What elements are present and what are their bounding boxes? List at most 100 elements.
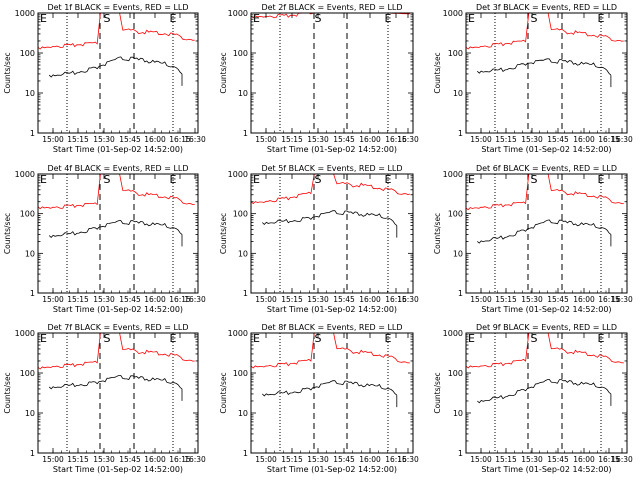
x-tick-label: 16:15: [385, 135, 407, 144]
y-tick-label: 1000: [228, 170, 248, 179]
x-axis-label: Start Time (01-Sep-02 14:52:00): [53, 145, 183, 154]
x-tick-label: 16:15: [169, 135, 191, 144]
x-tick-label: 15:15: [67, 295, 89, 304]
end-marker-label: E: [170, 12, 177, 25]
events-series-line: [477, 378, 612, 404]
panel-title: Det 4f BLACK = Events, RED = LLD: [47, 164, 188, 173]
y-tick-label: 1000: [15, 9, 35, 18]
y-axis-label: Counts/sec: [433, 213, 442, 254]
x-tick-label: 15:15: [495, 455, 517, 464]
y-tick-label: 100: [448, 49, 463, 58]
end-marker-label: E: [598, 12, 605, 25]
y-tick-label: 1: [30, 449, 35, 458]
y-axis-label: Counts/sec: [3, 372, 12, 413]
x-tick-label: 16:30: [397, 135, 419, 144]
y-tick-label: 10: [25, 89, 35, 98]
y-tick-label: 1000: [15, 170, 35, 179]
end-marker-label: E: [598, 173, 605, 186]
x-tick-label: 16:15: [598, 135, 620, 144]
panel-det-6: Det 6f BLACK = Events, RED = LLD 1 10 100 10…: [433, 164, 633, 314]
x-tick-label: 15:45: [547, 135, 569, 144]
saa-marker-label: S: [315, 332, 322, 345]
y-tick-label: 10: [238, 409, 248, 418]
y-tick-label: 1: [458, 129, 463, 138]
x-tick-label: 15:00: [42, 135, 64, 144]
panel-det-5: Det 5f BLACK = Events, RED = LLD 1 10 100 10…: [219, 164, 419, 314]
panel-det-1: Det 1f BLACK = Events, RED = LLD 1 10 100 10…: [3, 3, 206, 154]
y-tick-label: 1000: [443, 170, 463, 179]
x-tick-label: 15:30: [93, 295, 115, 304]
y-tick-label: 100: [233, 369, 248, 378]
y-tick-label: 10: [238, 249, 248, 258]
events-series-line: [477, 58, 612, 76]
start-marker-label: E: [40, 12, 47, 25]
end-marker-label: E: [170, 332, 177, 345]
start-marker-label: E: [253, 332, 260, 345]
x-tick-label: 16:15: [169, 455, 191, 464]
panel-det-8: Det 8f BLACK = Events, RED = LLD 1 10 100 10…: [219, 323, 419, 474]
x-axis-label: Start Time (01-Sep-02 14:52:00): [481, 465, 611, 474]
end-marker-label: E: [385, 12, 392, 25]
y-axis-label: Counts/sec: [433, 52, 442, 93]
x-tick-label: 15:00: [470, 455, 492, 464]
x-tick-label: 15:00: [42, 295, 64, 304]
x-tick-label: 15:45: [547, 295, 569, 304]
saa-marker-label: S: [104, 332, 111, 345]
start-marker-label: E: [468, 173, 475, 186]
y-tick-label: 1000: [443, 329, 463, 338]
x-tick-label: 15:00: [470, 295, 492, 304]
panel-det-2: Det 2f BLACK = Events, RED = LLD 1 10 100 10…: [219, 3, 419, 154]
plot-frame: [250, 173, 414, 294]
x-axis-label: Start Time (01-Sep-02 14:52:00): [267, 145, 397, 154]
saa-marker-label: S: [315, 173, 322, 186]
x-tick-label: 15:30: [307, 135, 329, 144]
y-tick-label: 10: [453, 89, 463, 98]
panel-title: Det 2f BLACK = Events, RED = LLD: [261, 3, 402, 12]
start-marker-label: E: [40, 332, 47, 345]
y-tick-label: 100: [20, 210, 35, 219]
events-series-line: [48, 375, 183, 390]
x-tick-label: 16:00: [573, 295, 595, 304]
plot-frame: [37, 12, 199, 134]
plot-frame: [37, 173, 199, 294]
y-axis-label: Counts/sec: [219, 52, 228, 93]
x-tick-label: 15:00: [255, 455, 277, 464]
x-tick-label: 15:30: [93, 135, 115, 144]
panel-title: Det 3f BLACK = Events, RED = LLD: [476, 3, 617, 12]
panel-title: Det 1f BLACK = Events, RED = LLD: [47, 3, 188, 12]
x-tick-label: 16:00: [573, 455, 595, 464]
x-tick-label: 15:15: [495, 135, 517, 144]
events-series-line: [477, 219, 612, 244]
panel-title: Det 8f BLACK = Events, RED = LLD: [261, 323, 402, 332]
x-tick-label: 16:15: [385, 295, 407, 304]
end-marker-label: E: [598, 332, 605, 345]
y-tick-label: 1: [243, 289, 248, 298]
x-tick-label: 16:15: [385, 455, 407, 464]
panel-title: Det 7f BLACK = Events, RED = LLD: [47, 323, 188, 332]
plot-frame: [37, 332, 199, 454]
x-tick-label: 15:15: [495, 295, 517, 304]
plot-frame: [250, 332, 414, 454]
x-tick-label: 16:00: [144, 135, 166, 144]
x-tick-label: 15:00: [255, 295, 277, 304]
panel-title: Det 9f BLACK = Events, RED = LLD: [476, 323, 617, 332]
y-tick-label: 1: [458, 289, 463, 298]
y-tick-label: 100: [448, 210, 463, 219]
y-tick-label: 1000: [228, 9, 248, 18]
x-tick-label: 16:00: [359, 295, 381, 304]
y-axis-label: Counts/sec: [219, 372, 228, 413]
saa-marker-label: S: [104, 173, 111, 186]
y-tick-label: 1000: [15, 329, 35, 338]
x-tick-label: 15:30: [307, 295, 329, 304]
panel-det-4: Det 4f BLACK = Events, RED = LLD 1 10 100 10…: [3, 164, 206, 314]
x-tick-label: 16:00: [573, 135, 595, 144]
y-tick-label: 1: [243, 129, 248, 138]
x-tick-label: 15:15: [67, 135, 89, 144]
panel-det-9: Det 9f BLACK = Events, RED = LLD 1 10 100 10…: [433, 323, 633, 474]
start-marker-label: E: [253, 12, 260, 25]
x-tick-label: 16:30: [184, 135, 206, 144]
saa-marker-label: S: [104, 12, 111, 25]
saa-marker-label: S: [531, 12, 538, 25]
y-tick-label: 100: [448, 369, 463, 378]
x-tick-label: 16:00: [359, 455, 381, 464]
